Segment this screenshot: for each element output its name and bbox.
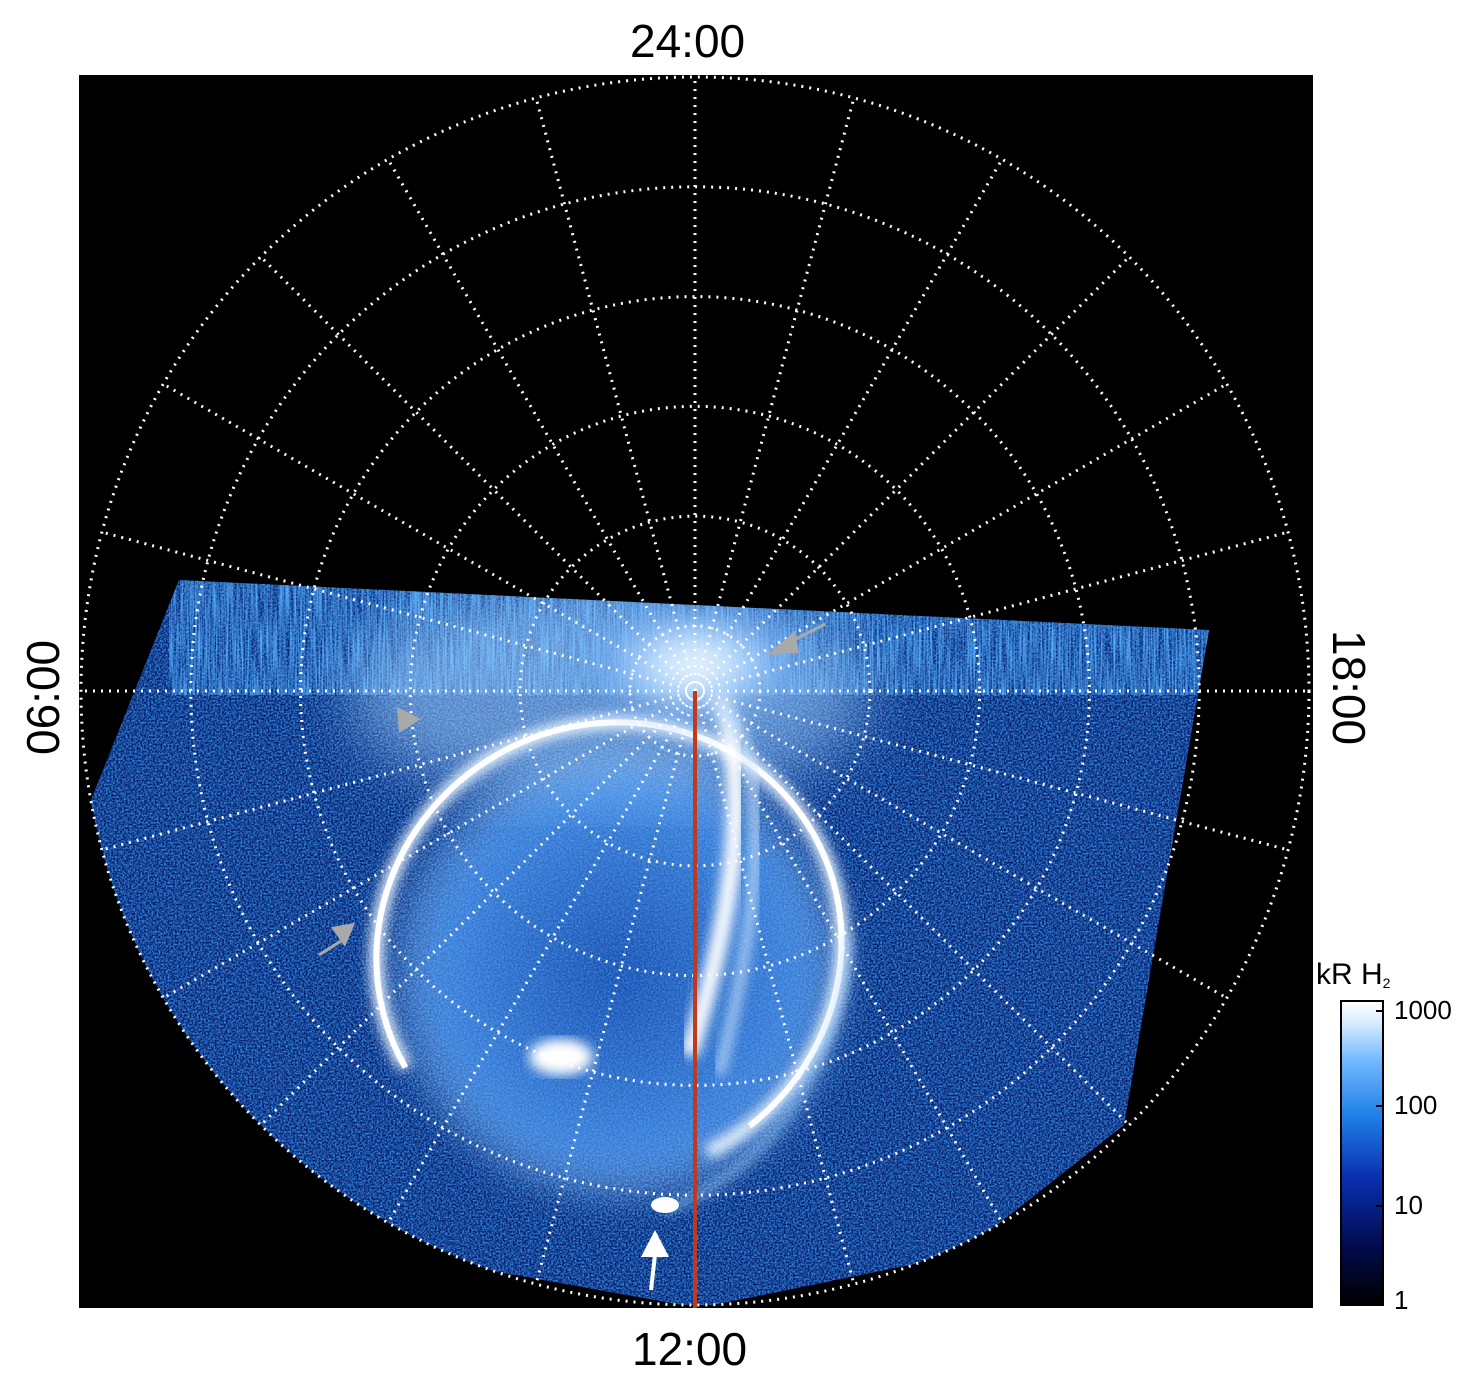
colorbar-tick-1: 1 [1394, 1285, 1409, 1315]
colorbar-tick-1000: 1000 [1394, 995, 1452, 1025]
auroral-polar-projection [79, 75, 1313, 1308]
grid-parallel [299, 295, 1091, 1087]
hour-label-12: 12:00 [632, 1323, 748, 1375]
hour-label-24: 24:00 [630, 15, 746, 67]
hour-label-06: 06:00 [17, 639, 69, 755]
colorbar-tickmark [1376, 1105, 1384, 1107]
hour-label-18: 18:00 [1323, 630, 1375, 746]
white-arrow-noon-spot [641, 1230, 669, 1291]
gray-arrow-dawn-upper [397, 707, 421, 733]
grid-parallel [79, 75, 1311, 1307]
colorbar-unit-label: kR H2 [1316, 958, 1391, 991]
gray-arrow-dawn-lower [318, 923, 355, 957]
gray-arrow-dusk-pole [767, 622, 826, 655]
colorbar-tickmark [1376, 1205, 1384, 1207]
polar-grid [79, 75, 1311, 1307]
colorbar-tick-100: 100 [1394, 1090, 1438, 1120]
intensity-colorbar [1340, 1000, 1384, 1306]
colorbar-tickmark [1376, 1010, 1384, 1012]
grid-parallel [518, 514, 872, 868]
colorbar-tick-10: 10 [1394, 1190, 1423, 1220]
annotation-arrows [318, 622, 826, 1291]
grid-parallel [408, 404, 982, 978]
